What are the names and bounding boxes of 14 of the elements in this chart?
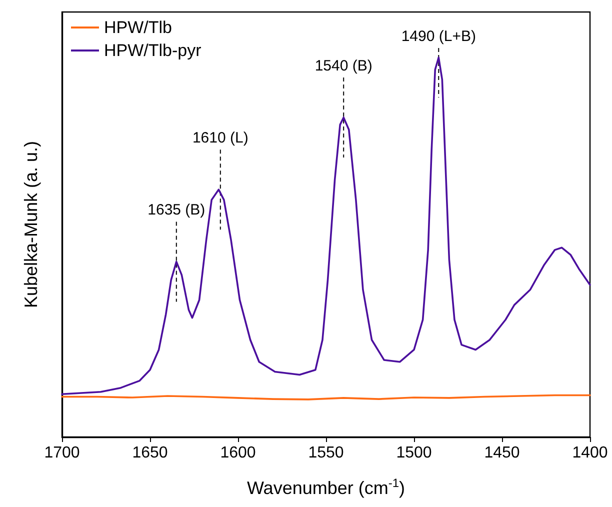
x-tick-label: 1650 (132, 444, 168, 462)
annotation: 1490 (L+B) (401, 28, 476, 45)
x-tick-label: 1600 (220, 444, 256, 462)
y-axis-title: Kubelka-Munk (a. u.) (21, 140, 41, 308)
x-tick-label: 1500 (396, 444, 432, 462)
legend-label: HPW/Tlb-pyr (104, 41, 202, 60)
annotation: 1540 (B) (314, 57, 372, 74)
legend-label: HPW/Tlb (104, 18, 172, 37)
x-tick-label: 1550 (308, 444, 344, 462)
annotation: 1635 (B) (148, 202, 206, 219)
x-tick-label: 1450 (484, 444, 520, 462)
x-tick-label: 1700 (44, 444, 80, 462)
annotation: 1610 (L) (192, 130, 248, 147)
x-tick-label: 1400 (572, 444, 608, 462)
